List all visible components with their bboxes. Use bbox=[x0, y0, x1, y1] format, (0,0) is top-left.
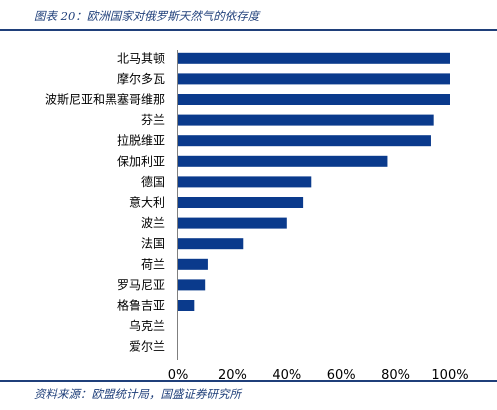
x-tick-label: 20% bbox=[218, 368, 247, 380]
x-tick-label: 100% bbox=[431, 368, 468, 380]
x-tick-labels: 0% 20% 40% 60% 80% 100% bbox=[168, 368, 469, 380]
x-tick-label: 60% bbox=[327, 368, 356, 380]
category-label: 乌克兰 bbox=[129, 318, 165, 333]
bar bbox=[178, 217, 287, 229]
bar bbox=[178, 114, 434, 126]
category-label: 德国 bbox=[141, 174, 165, 189]
bar bbox=[178, 73, 450, 85]
page-title: 图表 20：欧洲国家对俄罗斯天然气的依存度 bbox=[34, 9, 260, 23]
category-label: 拉脱维亚 bbox=[117, 133, 165, 148]
category-label: 保加利亚 bbox=[117, 154, 165, 168]
bar bbox=[178, 197, 304, 208]
category-labels: 北马其顿摩尔多瓦波斯尼亚和黑塞哥维那芬兰拉脱维亚保加利亚德国意大利波兰法国荷兰罗… bbox=[45, 51, 165, 353]
category-label: 格鲁吉亚 bbox=[117, 298, 165, 313]
category-label: 荷兰 bbox=[141, 257, 165, 271]
category-label: 法国 bbox=[141, 237, 165, 251]
bar bbox=[178, 52, 450, 64]
x-tick-label: 80% bbox=[381, 368, 410, 380]
x-tick-label: 0% bbox=[168, 368, 189, 380]
bar bbox=[178, 238, 244, 250]
bar-chart: 北马其顿摩尔多瓦波斯尼亚和黑塞哥维那芬兰拉脱维亚保加利亚德国意大利波兰法国荷兰罗… bbox=[45, 50, 469, 380]
top-rule bbox=[0, 29, 497, 31]
category-label: 爱尔兰 bbox=[129, 339, 165, 354]
bar bbox=[178, 300, 195, 311]
x-tick-label: 40% bbox=[272, 368, 301, 380]
bar bbox=[178, 155, 388, 167]
category-label: 罗马尼亚 bbox=[117, 278, 165, 292]
category-label: 波斯尼亚和黑塞哥维那 bbox=[45, 92, 165, 107]
bar bbox=[178, 279, 206, 291]
bar bbox=[178, 94, 450, 105]
category-label: 芬兰 bbox=[141, 113, 165, 127]
bar bbox=[178, 258, 208, 270]
source-note: 资料来源：欧盟统计局，国盛证券研究所 bbox=[34, 387, 241, 401]
bar bbox=[178, 176, 312, 188]
bar-series bbox=[178, 52, 450, 311]
category-label: 北马其顿 bbox=[117, 51, 165, 65]
category-label: 意大利 bbox=[129, 195, 165, 210]
bar bbox=[178, 135, 431, 147]
bottom-rule bbox=[0, 380, 497, 382]
category-label: 波兰 bbox=[141, 216, 165, 230]
category-label: 摩尔多瓦 bbox=[117, 71, 165, 86]
